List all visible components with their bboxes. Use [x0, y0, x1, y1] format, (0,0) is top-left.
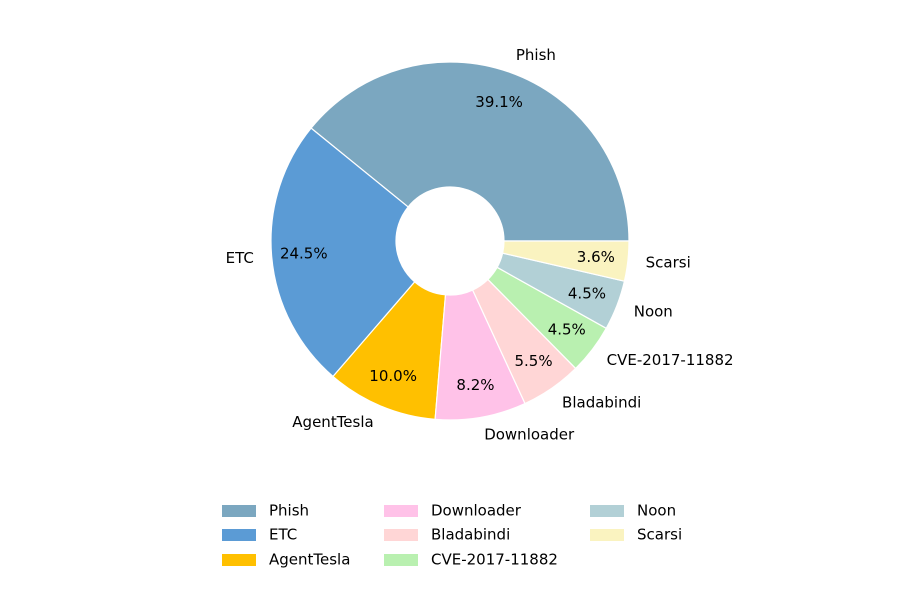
legend-swatch — [384, 505, 418, 517]
legend-swatch — [590, 505, 624, 517]
percent-label: 10.0% — [369, 367, 417, 385]
percent-label: 4.5% — [548, 320, 586, 338]
slice-label: Bladabindi — [562, 393, 641, 411]
legend-label: Phish — [269, 502, 309, 520]
percent-label: 5.5% — [514, 352, 552, 370]
legend-label: AgentTesla — [269, 551, 350, 569]
slice-label: Scarsi — [646, 254, 691, 272]
slice-label: Downloader — [484, 425, 575, 443]
legend-swatch — [222, 505, 256, 517]
percent-label: 4.5% — [568, 284, 606, 302]
wedge — [270, 127, 416, 378]
legend-label: Noon — [637, 502, 676, 520]
wedge — [501, 240, 630, 282]
legend-label: Scarsi — [637, 526, 682, 544]
percent-label: 8.2% — [456, 376, 494, 394]
legend-swatch — [590, 529, 624, 541]
legend-swatch — [384, 529, 418, 541]
legend-label: Bladabindi — [431, 526, 510, 544]
slice-label: Noon — [634, 302, 673, 320]
slice-label: ETC — [226, 249, 254, 267]
legend-swatch — [222, 554, 256, 566]
legend-swatch — [384, 554, 418, 566]
slice-label: AgentTesla — [292, 413, 373, 431]
legend-label: CVE-2017-11882 — [431, 551, 558, 569]
legend-label: Downloader — [431, 502, 522, 520]
percent-label: 3.6% — [577, 248, 615, 266]
slice-label: Phish — [516, 46, 556, 64]
wedge — [332, 281, 447, 421]
wedge — [310, 61, 630, 242]
slice-label: CVE-2017-11882 — [607, 351, 734, 369]
percent-label: 24.5% — [280, 244, 328, 262]
legend-label: ETC — [269, 526, 297, 544]
percent-label: 39.1% — [475, 93, 523, 111]
legend-swatch — [222, 529, 256, 541]
